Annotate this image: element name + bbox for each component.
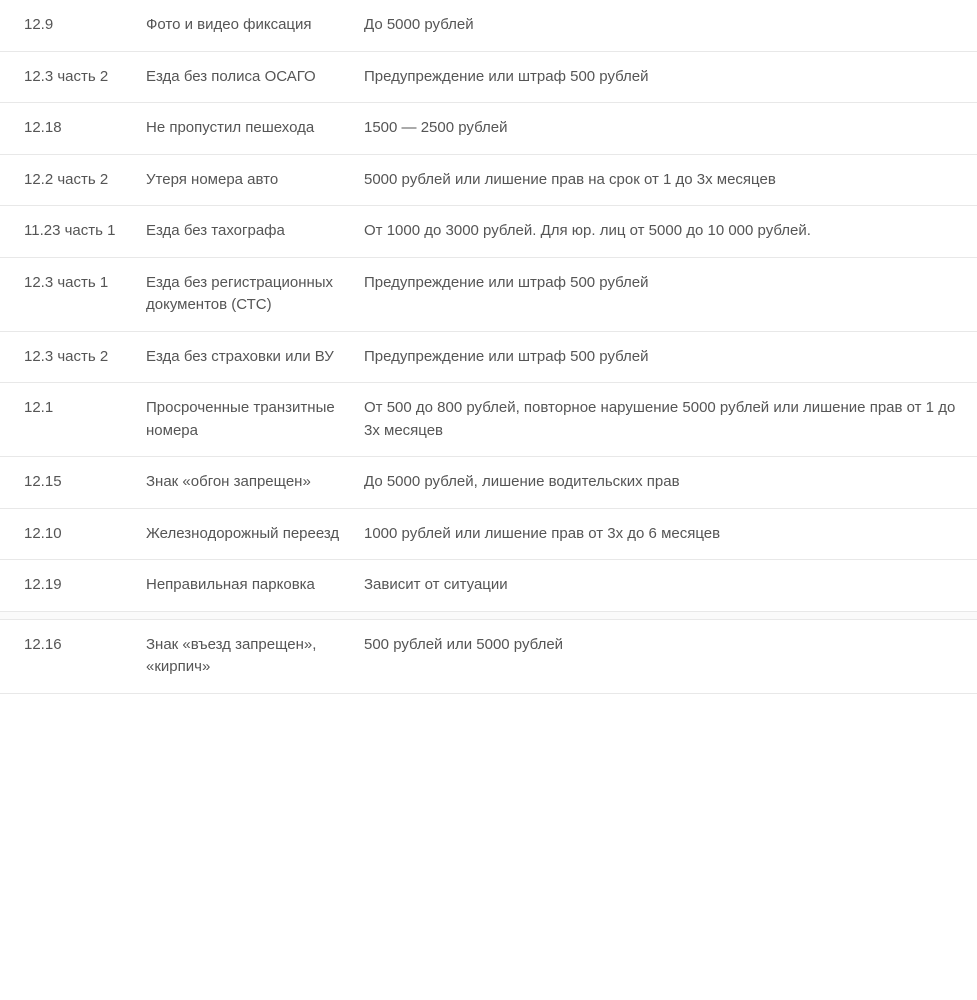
cell-description: Знак «въезд запрещен», «кирпич» [146, 634, 364, 679]
cell-description: Знак «обгон запрещен» [146, 471, 364, 494]
table-row: 12.19 Неправильная парковка Зависит от с… [0, 560, 977, 612]
cell-code: 12.19 [0, 574, 146, 597]
cell-penalty: Зависит от ситуации [364, 574, 977, 597]
cell-penalty: До 5000 рублей, лишение водительских пра… [364, 471, 977, 494]
cell-penalty: От 1000 до 3000 рублей. Для юр. лиц от 5… [364, 220, 977, 243]
table-spacer [0, 612, 977, 620]
cell-penalty: 1500 — 2500 рублей [364, 117, 977, 140]
cell-description: Просроченные транзитные номера [146, 397, 364, 442]
cell-code: 12.3 часть 1 [0, 272, 146, 317]
table-row: 12.2 часть 2 Утеря номера авто 5000 рубл… [0, 155, 977, 207]
cell-code: 12.2 часть 2 [0, 169, 146, 192]
cell-penalty: Предупреждение или штраф 500 рублей [364, 66, 977, 89]
table-row: 12.18 Не пропустил пешехода 1500 — 2500 … [0, 103, 977, 155]
cell-penalty: До 5000 рублей [364, 14, 977, 37]
cell-penalty: 1000 рублей или лишение прав от 3х до 6 … [364, 523, 977, 546]
cell-description: Езда без регистрационных документов (СТС… [146, 272, 364, 317]
cell-description: Неправильная парковка [146, 574, 364, 597]
cell-code: 12.1 [0, 397, 146, 442]
cell-code: 12.3 часть 2 [0, 66, 146, 89]
cell-description: Езда без полиса ОСАГО [146, 66, 364, 89]
cell-description: Езда без тахографа [146, 220, 364, 243]
table-row: 12.3 часть 2 Езда без полиса ОСАГО Преду… [0, 52, 977, 104]
table-row: 12.10 Железнодорожный переезд 1000 рубле… [0, 509, 977, 561]
cell-description: Фото и видео фиксация [146, 14, 364, 37]
table-row: 12.1 Просроченные транзитные номера От 5… [0, 383, 977, 457]
cell-penalty: 5000 рублей или лишение прав на срок от … [364, 169, 977, 192]
cell-penalty: От 500 до 800 рублей, повторное нарушени… [364, 397, 977, 442]
cell-code: 11.23 часть 1 [0, 220, 146, 243]
table-row: 11.23 часть 1 Езда без тахографа От 1000… [0, 206, 977, 258]
cell-description: Утеря номера авто [146, 169, 364, 192]
cell-description: Железнодорожный переезд [146, 523, 364, 546]
cell-penalty: Предупреждение или штраф 500 рублей [364, 272, 977, 317]
cell-code: 12.10 [0, 523, 146, 546]
cell-code: 12.16 [0, 634, 146, 679]
cell-code: 12.18 [0, 117, 146, 140]
cell-penalty: Предупреждение или штраф 500 рублей [364, 346, 977, 369]
fines-table: 12.9 Фото и видео фиксация До 5000 рубле… [0, 0, 977, 694]
cell-code: 12.15 [0, 471, 146, 494]
cell-code: 12.3 часть 2 [0, 346, 146, 369]
table-row: 12.16 Знак «въезд запрещен», «кирпич» 50… [0, 620, 977, 694]
cell-penalty: 500 рублей или 5000 рублей [364, 634, 977, 679]
cell-description: Езда без страховки или ВУ [146, 346, 364, 369]
cell-code: 12.9 [0, 14, 146, 37]
table-row: 12.3 часть 1 Езда без регистрационных до… [0, 258, 977, 332]
cell-description: Не пропустил пешехода [146, 117, 364, 140]
table-row: 12.15 Знак «обгон запрещен» До 5000 рубл… [0, 457, 977, 509]
table-row: 12.9 Фото и видео фиксация До 5000 рубле… [0, 0, 977, 52]
table-row: 12.3 часть 2 Езда без страховки или ВУ П… [0, 332, 977, 384]
